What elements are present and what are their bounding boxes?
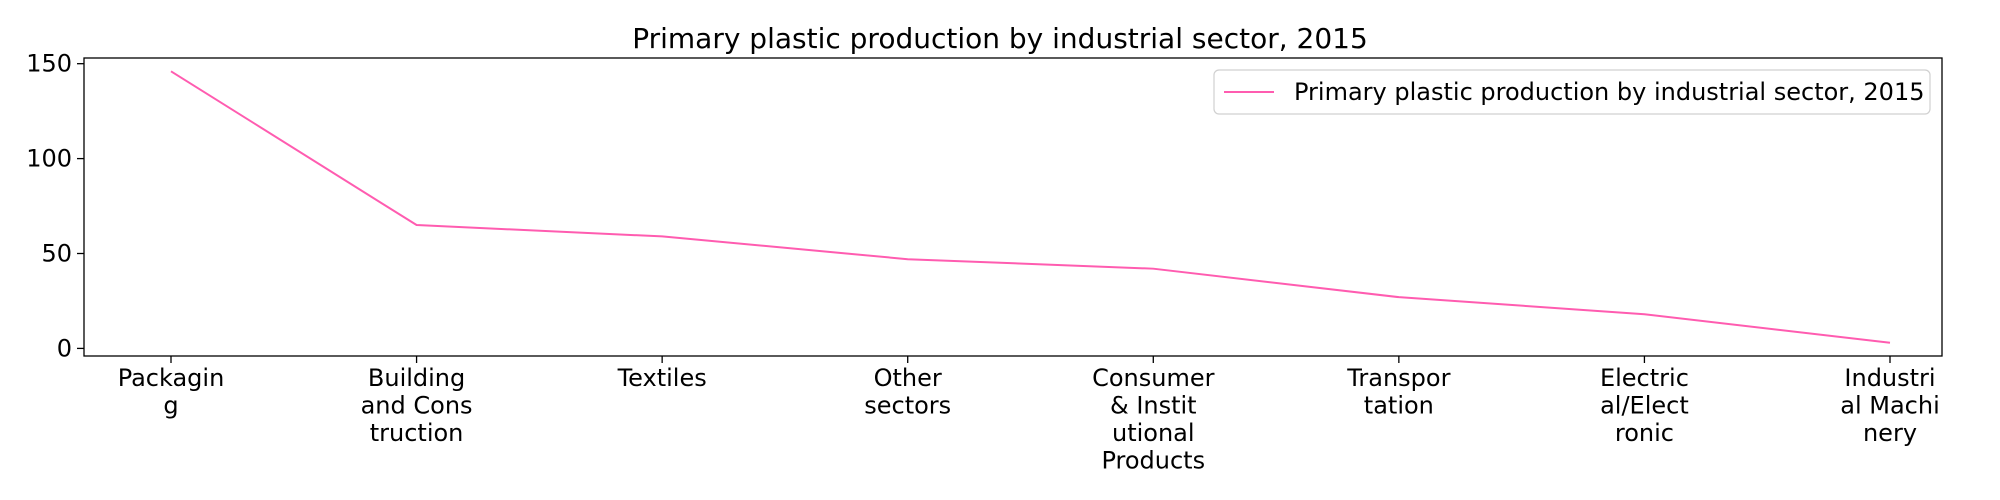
x-tick-label: Consumer & Instit utional Products	[1092, 364, 1215, 475]
y-axis: 0 50 100 150	[26, 50, 84, 362]
chart-title: Primary plastic production by industrial…	[632, 22, 1368, 55]
x-tick-label: Building and Cons truction	[361, 364, 473, 447]
x-tick-label-line: Transpor	[1346, 364, 1450, 392]
x-tick-label-line: al Machi	[1840, 392, 1940, 420]
x-axis: Packagin g Building and Cons truction Textile…	[118, 356, 1940, 475]
series-layer	[170, 70, 1891, 344]
x-tick-label-line: al/Elect	[1600, 392, 1689, 420]
x-tick-label: Transpor tation	[1346, 364, 1450, 420]
x-tick-label-line: Consumer	[1092, 364, 1215, 392]
x-tick-label-line: g	[163, 392, 178, 420]
x-tick-label-line: Electric	[1600, 364, 1689, 392]
legend-box	[1213, 69, 1931, 115]
y-tick-label: 0	[57, 334, 72, 362]
x-tick-label: Industri al Machi nery	[1840, 364, 1940, 447]
x-tick-label: Electric al/Elect ronic	[1600, 364, 1689, 447]
y-tick-label: 100	[26, 145, 72, 173]
x-tick-label-line: sectors	[864, 392, 951, 420]
x-tick-label-line: utional	[1112, 419, 1195, 447]
legend: Primary plastic production by industrial…	[1213, 69, 1931, 115]
x-tick-label-line: Textiles	[617, 364, 707, 392]
series-line	[170, 70, 1891, 344]
x-tick-label-line: Industri	[1844, 364, 1935, 392]
y-tick-label: 50	[41, 240, 72, 268]
x-tick-label-line: Other	[874, 364, 942, 392]
x-tick-label-line: and Cons	[361, 392, 473, 420]
x-tick-label-line: & Instit	[1110, 392, 1197, 420]
x-tick-label-line: truction	[370, 419, 464, 447]
x-tick-label-line: Building	[368, 364, 465, 392]
plot-frame	[83, 57, 1943, 357]
x-tick-label-line: Packagin	[118, 364, 225, 392]
x-tick-label: Other sectors	[864, 364, 951, 420]
x-tick-label-line: Products	[1101, 447, 1205, 475]
x-tick-label-line: tation	[1364, 392, 1434, 420]
legend-label: Primary plastic production by industrial…	[1294, 78, 1925, 106]
x-tick-label-line: nery	[1863, 419, 1917, 447]
x-tick-label-line: ronic	[1615, 419, 1674, 447]
x-tick-label: Textiles	[617, 364, 707, 392]
y-tick-label: 150	[26, 50, 72, 78]
x-tick-label: Packagin g	[118, 364, 225, 420]
